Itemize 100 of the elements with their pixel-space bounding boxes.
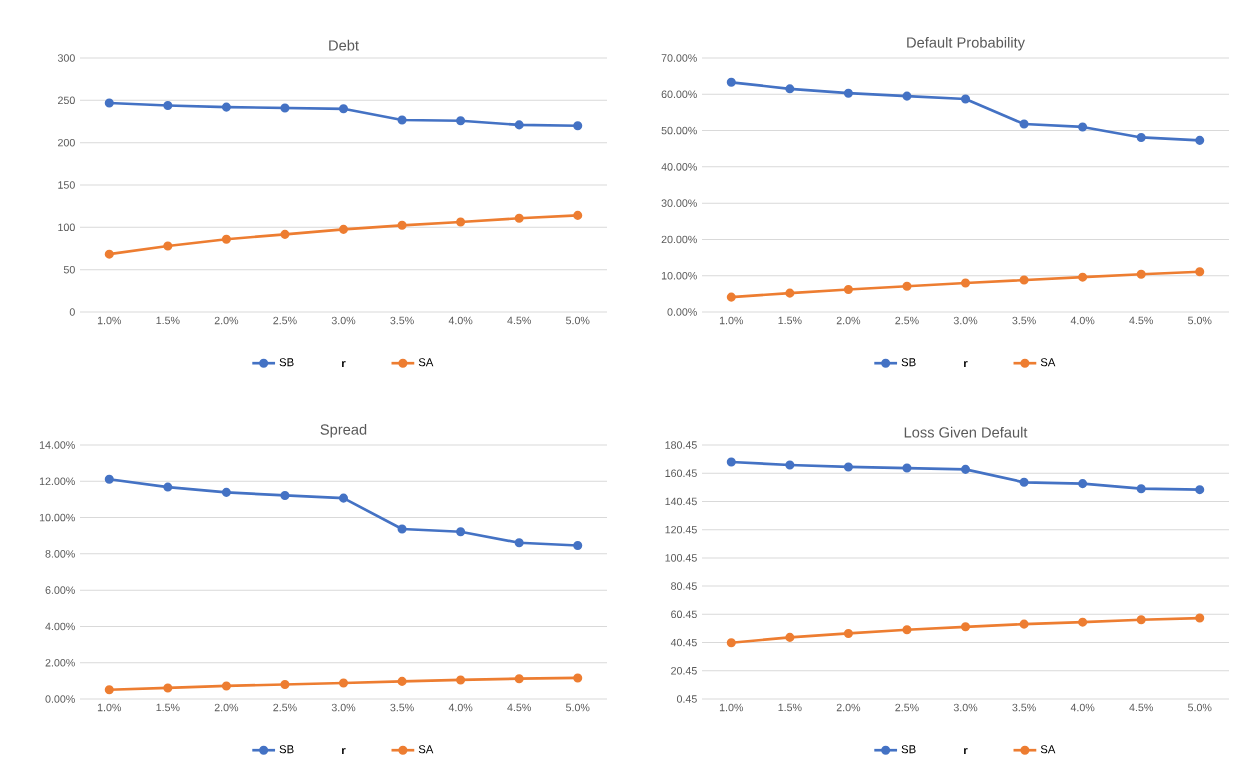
x-tick-label: 1.0%	[719, 316, 744, 325]
chart-title: Loss Given Default	[904, 426, 1028, 438]
x-tick-label: 1.5%	[778, 316, 802, 325]
x-tick-label: 4.5%	[1129, 316, 1153, 325]
point	[785, 84, 795, 94]
x-tick-label: 2.5%	[895, 316, 919, 325]
legend-label: SB	[901, 358, 916, 367]
point	[163, 482, 173, 492]
x-tick-label: 4.5%	[507, 316, 531, 325]
legend-label: SA	[418, 745, 434, 754]
y-tick-label: 50	[63, 265, 75, 274]
point	[573, 540, 583, 551]
point	[1195, 485, 1205, 495]
y-tick-label: 12.00%	[39, 477, 75, 486]
legend-label: SA	[1040, 358, 1056, 367]
point	[514, 674, 524, 684]
point	[573, 673, 583, 683]
chart-title: Default Probability	[907, 36, 1025, 51]
point	[960, 94, 971, 104]
point	[1019, 619, 1029, 629]
x-tick-label: 2.5%	[895, 703, 919, 712]
point	[514, 538, 524, 548]
legend-label: SB	[901, 745, 916, 754]
x-tick-label: 3.5%	[390, 316, 414, 325]
y-tick-label: 100	[58, 223, 75, 232]
point	[1136, 484, 1146, 494]
y-tick-label: 0.00%	[667, 308, 697, 316]
legend-label: SB	[279, 358, 294, 367]
y-tick-label: 4.00%	[45, 622, 75, 631]
x-tick-label: 4.0%	[448, 316, 473, 325]
point	[456, 527, 466, 537]
y-tick-label: 100.45	[665, 554, 697, 562]
x-tick-label: 2.5%	[273, 703, 297, 712]
y-tick-label: 120.45	[665, 525, 697, 534]
y-tick-label: 140.45	[665, 497, 697, 506]
point	[960, 464, 971, 474]
point	[1136, 269, 1146, 279]
x-tick-label: 3.0%	[953, 703, 978, 712]
y-tick-label: 80.45	[671, 582, 697, 590]
point	[221, 234, 231, 244]
x-tick-label: 2.0%	[214, 703, 239, 712]
y-tick-label: 20.00%	[661, 235, 697, 244]
point	[902, 281, 912, 291]
y-tick-label: 0.45	[676, 695, 697, 703]
point	[1195, 267, 1205, 277]
y-tick-label: 150	[58, 181, 75, 189]
y-tick-label: 250	[58, 96, 75, 105]
x-tick-label: 4.0%	[1070, 703, 1095, 712]
point	[397, 524, 407, 534]
x-tick-label: 3.5%	[1012, 316, 1036, 325]
point	[573, 121, 583, 131]
y-tick-label: 0	[69, 308, 75, 316]
x-tick-label: 4.5%	[1129, 703, 1153, 712]
x-tick-label: 3.0%	[331, 703, 356, 712]
y-tick-label: 70.00%	[661, 54, 697, 62]
point	[397, 115, 407, 125]
x-tick-label: 4.5%	[507, 703, 531, 712]
point	[163, 683, 173, 693]
point	[456, 116, 466, 126]
y-tick-label: 0.00%	[45, 695, 75, 703]
point	[280, 229, 290, 239]
point	[221, 487, 231, 497]
y-tick-label: 60.00%	[661, 90, 697, 99]
x-tick-label: 5.0%	[1188, 703, 1212, 712]
point	[338, 493, 349, 503]
y-tick-label: 300	[57, 54, 75, 62]
point	[1078, 272, 1088, 282]
point	[1019, 119, 1029, 129]
y-tick-label: 160.45	[665, 469, 697, 477]
y-tick-label: 50.00%	[661, 126, 697, 135]
chart-title: Spread	[320, 423, 367, 438]
point	[221, 102, 231, 112]
point	[280, 103, 290, 113]
point	[726, 292, 736, 302]
point	[163, 100, 173, 111]
x-tick-label: 1.0%	[97, 316, 122, 325]
point	[1019, 275, 1029, 285]
y-tick-label: 60.45	[671, 610, 697, 619]
x-axis-title: r	[964, 361, 968, 368]
point	[104, 249, 114, 259]
point	[1019, 477, 1029, 487]
point	[104, 685, 114, 695]
point	[280, 679, 290, 690]
y-tick-label: 2.00%	[45, 658, 75, 667]
point	[163, 241, 173, 251]
x-tick-label: 3.5%	[390, 703, 414, 712]
point	[902, 91, 912, 101]
point	[280, 490, 290, 500]
point	[843, 88, 853, 98]
point	[785, 288, 795, 298]
point	[1078, 122, 1088, 132]
x-tick-label: 2.0%	[836, 703, 861, 712]
point	[338, 104, 349, 114]
legend-label: SA	[1040, 745, 1056, 754]
point	[843, 284, 853, 295]
y-tick-label: 30.00%	[661, 199, 697, 207]
x-axis-title: r	[342, 748, 346, 755]
x-axis-title: r	[964, 748, 968, 755]
point	[1078, 479, 1088, 489]
x-tick-label: 2.5%	[273, 316, 297, 325]
